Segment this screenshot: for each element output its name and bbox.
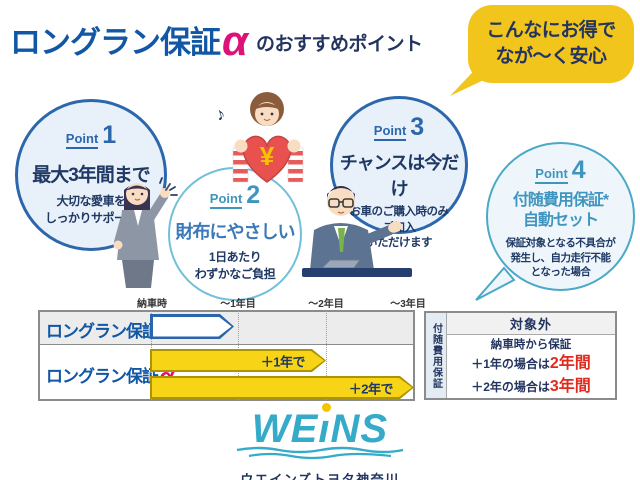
title-brand: ロングラン保証 [10, 24, 221, 60]
bubble-line-2: なが～く安心 [495, 46, 607, 67]
highlight-2years: 2年間 [549, 354, 591, 372]
point-2-label: Point 2 [209, 181, 261, 209]
point-1-title: 最大3年間まで [32, 165, 151, 186]
music-note-icon: ♪ [212, 103, 228, 125]
weins-logo-block: WE ı NS ウエインズトヨタ神奈川 [235, 403, 405, 480]
point-3-label: Point 3 [373, 113, 425, 141]
title-suffix: のおすすめポイント [256, 33, 423, 55]
axis-label-year2: ～2年目 [308, 299, 344, 310]
point-1-circle: Point 1 最大3年間まで 大切な愛車を しっかりサポート [15, 99, 167, 251]
table-row-plus1: ＋1年の場合は2年間 [471, 354, 591, 372]
headline-speech-bubble: こんなにお得で なが～く安心 [468, 5, 634, 83]
bar-label-plus2: ＋2年で [348, 381, 394, 396]
point-3-title: チャンスは今だけ [339, 153, 459, 199]
gridline-year2 [326, 311, 327, 400]
page-title: ロングラン保証 α のおすすめポイント [10, 17, 423, 64]
table-header-excluded: 対象外 [447, 313, 615, 335]
point-4-desc: 保証対象となる不具合が 発生し、自力走行不能 となった場合 [505, 237, 616, 279]
bar-standard-1year [150, 314, 234, 339]
bar-alpha-plus1: ＋1年で [150, 349, 326, 372]
bubble-line-1: こんなにお得で [486, 20, 616, 42]
point-4-circle: Point 4 付随費用保証* 自動セット 保証対象となる不具合が 発生し、自力… [486, 142, 635, 291]
title-alpha-mark: α [222, 17, 249, 64]
bar-alpha-plus2: ＋2年で [150, 376, 414, 399]
logo-wave-lines [236, 446, 404, 460]
company-name: ウエインズトヨタ神奈川 [240, 472, 400, 480]
bar-label-plus1: ＋1年で [260, 354, 306, 369]
point-3-circle: Point 3 チャンスは今だけ お車のご購入時のみ ご加入 いただけます [330, 96, 468, 249]
point-4-bubble-tail [475, 266, 516, 301]
logo-i-dot [322, 403, 332, 412]
point-1-label: Point 1 [65, 121, 117, 149]
table-row-plus2: ＋2年の場合は3年間 [471, 377, 591, 395]
point-4-title: 付随費用保証* 自動セット [512, 192, 609, 229]
axis-label-delivery: 納車時 [137, 299, 167, 310]
table-subheader: 納車時から保証 [490, 338, 572, 351]
highlight-3years: 3年間 [549, 377, 591, 395]
point-2-title: 財布にやさしい [175, 222, 296, 242]
incidental-cost-table: 付随費用保証 対象外 納車時から保証 ＋1年の場合は2年間 ＋2年の場合は3年間 [424, 311, 617, 400]
axis-label-year3: ～3年目 [390, 299, 426, 310]
point-2-desc: 1日あたり わずかなご負担 [194, 250, 276, 282]
man-at-desk-illustration [302, 186, 412, 277]
point-2-circle: Point 2 財布にやさしい 1日あたり わずかなご負担 [168, 167, 302, 301]
yen-symbol: ¥ [260, 141, 275, 171]
weins-logo: WE ı NS [235, 403, 405, 449]
woman-pointing-illustration [113, 177, 178, 288]
axis-label-year1: ～1年目 [220, 299, 256, 310]
vertical-label-incidental-cost: 付随費用保証 [426, 313, 447, 398]
point-1-desc: 大切な愛車を しっかりサポート [44, 194, 138, 226]
woman-holding-heart-illustration: ¥ [232, 92, 304, 183]
point-4-label: Point 4 [535, 156, 586, 184]
row-label-longrun: ロングラン保証 [46, 322, 159, 341]
